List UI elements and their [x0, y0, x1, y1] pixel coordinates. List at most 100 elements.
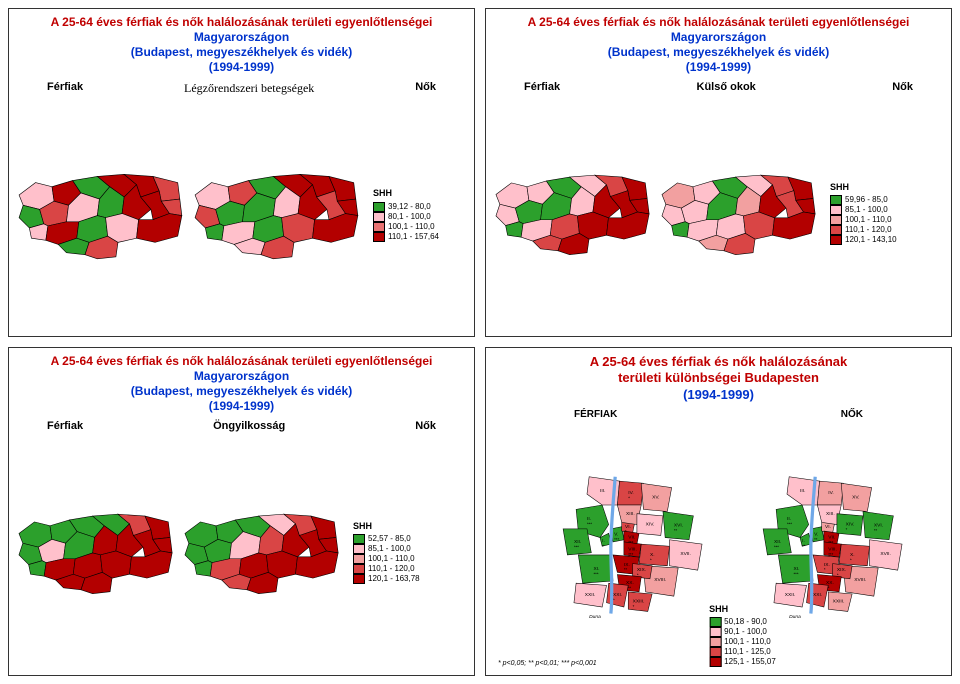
district-label: XXII.	[784, 592, 795, 598]
legend-swatch	[373, 222, 385, 232]
title-line2: Magyarországon	[17, 30, 466, 45]
district-value: *	[602, 543, 604, 548]
district-label: XIII.	[626, 511, 635, 517]
row-labels: Férfiak Öngyilkosság Nők	[17, 420, 466, 432]
district-label: XVII.	[880, 551, 891, 557]
hungary-map-women	[183, 503, 343, 603]
label-men: Férfiak	[47, 81, 83, 96]
legend-item: 85,1 - 100,0	[830, 205, 897, 215]
legend-swatch	[709, 637, 721, 647]
legend-item: 100,1 - 110,0	[709, 637, 776, 647]
county-r18	[606, 211, 649, 238]
legend-item: 50,18 - 90,0	[709, 617, 776, 627]
legend-item: 85,1 - 100,0	[353, 544, 420, 554]
legend-label: 59,96 - 85,0	[845, 195, 888, 205]
legend-item: 80,1 - 100,0	[373, 212, 439, 222]
legend-swatch	[353, 564, 365, 574]
legend-swatch	[830, 205, 842, 215]
row-labels: Férfiak Légzőrendszeri betegségek Nők	[17, 81, 466, 96]
legend-label: 125,1 - 155,07	[724, 657, 776, 667]
maps-row: SHH 39,12 - 80,080,1 - 100,0100,1 - 110,…	[17, 100, 466, 330]
district-label: XV.	[652, 494, 659, 500]
legend-label: 50,18 - 90,0	[724, 617, 767, 627]
district-value: ***	[593, 571, 598, 576]
legend-label: 90,1 - 100,0	[724, 627, 767, 637]
row-labels: Férfiak Külső okok Nők	[494, 81, 943, 93]
legend-swatch	[709, 617, 721, 627]
district-value: *	[613, 598, 615, 603]
legend-swatch	[353, 574, 365, 584]
legend-label: 110,1 - 157,64	[388, 232, 439, 242]
district-value: ***	[773, 544, 778, 549]
county-r18	[772, 211, 815, 238]
legend-label: 110,1 - 120,0	[368, 564, 415, 574]
hungary-map-women	[660, 164, 820, 264]
district-label: XVII.	[680, 551, 691, 557]
budapest-map-men: I.*II.***III.IV.*V.***VI.*VII.***VIII.**…	[524, 458, 714, 633]
title-line1: A 25-64 éves férfiak és nők halálozásána…	[17, 15, 466, 30]
legend-item: 110,1 - 120,0	[830, 225, 897, 235]
legend-item: 59,96 - 85,0	[830, 195, 897, 205]
legend: SHH 39,12 - 80,080,1 - 100,0100,1 - 110,…	[373, 188, 439, 241]
county-r18	[295, 550, 338, 577]
district-label: XVIII.	[854, 577, 866, 583]
danube-label: Duna	[589, 614, 601, 620]
legend-swatch	[830, 215, 842, 225]
district-value: *	[632, 604, 634, 609]
district-value: **	[623, 567, 627, 572]
district-value: ***	[586, 522, 591, 527]
maps-row: SHH 52,57 - 85,085,1 - 100,0100,1 - 110,…	[17, 436, 466, 669]
district-label: XIV.	[645, 522, 654, 528]
legend-swatch	[709, 647, 721, 657]
panel-respiratory: A 25-64 éves férfiak és nők halálozásána…	[8, 8, 475, 337]
legend-item: 120,1 - 143,10	[830, 235, 897, 245]
district-value: *	[628, 495, 630, 500]
title-line3: (Budapest, megyeszékhelyek és vidék)	[17, 45, 466, 60]
hungary-map-men	[494, 164, 654, 264]
legend-label: 100,1 - 110,0	[368, 554, 415, 564]
legend-item: 100,1 - 110,0	[353, 554, 420, 564]
legend-swatch	[709, 657, 721, 667]
legend-swatch	[709, 627, 721, 637]
county-r18	[129, 550, 172, 577]
district-label: VI.	[824, 524, 830, 530]
danube-label: Duna	[789, 614, 801, 620]
district-value: ***	[573, 544, 578, 549]
district-label: XXIII.	[832, 599, 844, 605]
panel-title: A 25-64 éves férfiak és nők halálozásána…	[494, 354, 943, 403]
legend-swatch	[830, 225, 842, 235]
panel-suicide: A 25-64 éves férfiak és nők halálozásána…	[8, 347, 475, 676]
district-label: XXII.	[584, 592, 595, 598]
legend-label: 100,1 - 110,0	[845, 215, 892, 225]
legend-label: 100,1 - 110,0	[724, 637, 771, 647]
district-label: XV.	[852, 494, 859, 500]
hungary-map-men	[17, 503, 177, 603]
legend-header: SHH	[373, 188, 439, 199]
legend-label: 120,1 - 163,78	[368, 574, 420, 584]
row-labels: FÉRFIAK NŐK	[494, 409, 943, 420]
district-label: IV.	[828, 490, 834, 496]
district-value: **	[814, 537, 818, 542]
district-value: ***	[793, 571, 798, 576]
legend-swatch	[373, 232, 385, 242]
district-label: XXIII.	[632, 599, 644, 605]
district-value: ***	[614, 537, 619, 542]
legend: SHH 59,96 - 85,085,1 - 100,0100,1 - 110,…	[830, 182, 897, 245]
legend-swatch	[830, 235, 842, 245]
legend-item: 110,1 - 125,0	[709, 647, 776, 657]
legend-swatch	[373, 212, 385, 222]
legend-item: 110,1 - 120,0	[353, 564, 420, 574]
legend-label: 85,1 - 100,0	[845, 205, 888, 215]
county-r18	[137, 213, 182, 242]
panel-title: A 25-64 éves férfiak és nők halálozásána…	[494, 15, 943, 75]
p-value-note: * p<0,05; ** p<0,01; *** p<0,001	[498, 660, 597, 667]
hungary-map-men	[17, 163, 187, 268]
legend-label: 39,12 - 80,0	[388, 202, 431, 212]
legend-item: 125,1 - 155,07	[709, 657, 776, 667]
legend-swatch	[353, 554, 365, 564]
legend-label: 120,1 - 143,10	[845, 235, 897, 245]
legend-swatch	[830, 195, 842, 205]
county-r18	[313, 213, 358, 242]
legend-item: 90,1 - 100,0	[709, 627, 776, 637]
hungary-map-women	[193, 163, 363, 268]
